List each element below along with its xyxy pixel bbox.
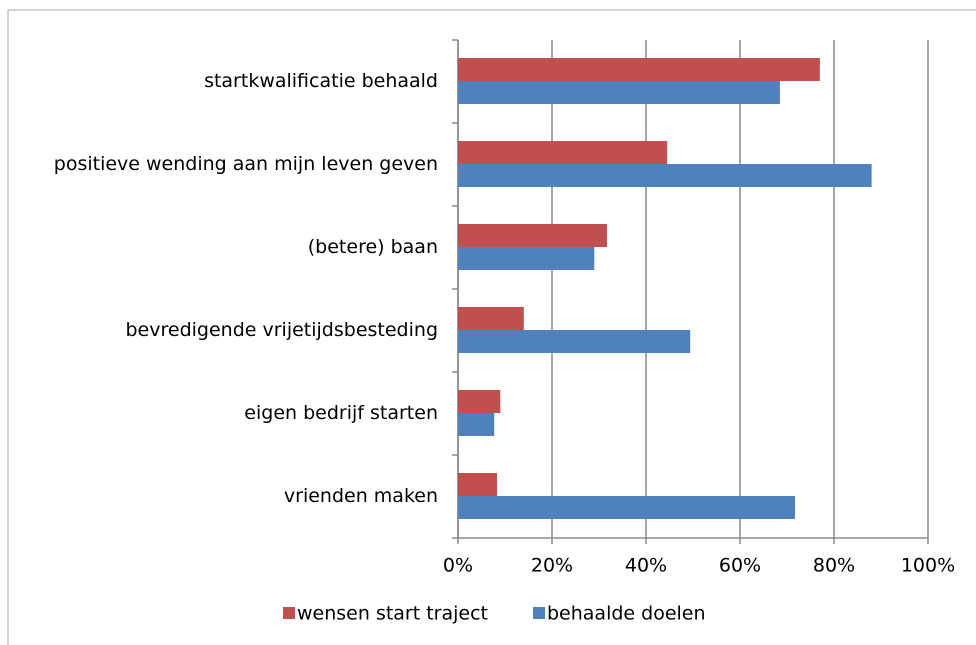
bar <box>458 224 607 247</box>
bar <box>458 164 872 187</box>
y-tick-label: bevredigende vrijetijdsbesteding <box>126 319 439 341</box>
y-tick-label: vrienden maken <box>284 485 438 507</box>
bar <box>458 496 795 519</box>
bar <box>458 58 820 81</box>
bar <box>458 413 495 436</box>
bar <box>458 390 501 413</box>
x-tick-label: 80% <box>813 555 855 577</box>
y-tick-label: eigen bedrijf starten <box>244 402 438 424</box>
legend-swatch <box>533 607 545 619</box>
x-tick-label: 20% <box>531 555 573 577</box>
legend-label: wensen start traject <box>297 603 488 625</box>
chart-frame <box>7 9 976 645</box>
x-tick-label: 100% <box>901 555 955 577</box>
bar <box>458 307 524 330</box>
bar <box>458 81 780 104</box>
legend-swatch <box>283 607 295 619</box>
x-tick-label: 40% <box>625 555 667 577</box>
x-tick-label: 60% <box>719 555 761 577</box>
bar <box>458 141 668 164</box>
bar <box>458 330 691 353</box>
legend-label: behaalde doelen <box>547 603 706 625</box>
y-tick-label: (betere) baan <box>308 236 438 258</box>
x-tick-label: 0% <box>443 555 473 577</box>
y-tick-label: startkwalificatie behaald <box>204 70 438 92</box>
bar <box>458 247 595 270</box>
bar <box>458 473 498 496</box>
y-tick-label: positieve wending aan mijn leven geven <box>54 153 438 175</box>
